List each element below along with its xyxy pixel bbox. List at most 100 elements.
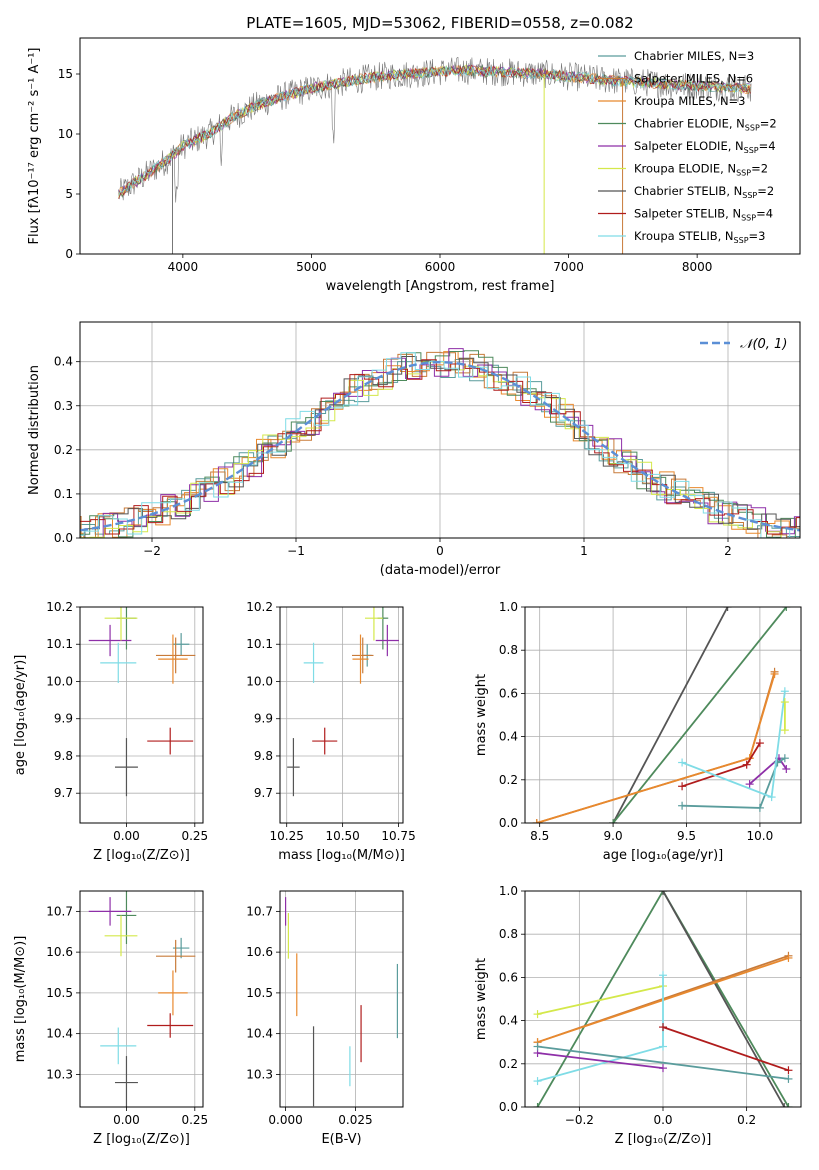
legend-entry-label: 𝒩(0, 1) xyxy=(740,337,787,352)
y-tick-label: 0.0 xyxy=(499,1100,518,1114)
mass-weight-series-line xyxy=(536,891,790,1107)
y-tick-label: 9.9 xyxy=(254,712,273,726)
x-tick-label: 10.0 xyxy=(747,829,774,843)
x-tick-label: −2 xyxy=(143,544,161,558)
y-tick-label: 10.0 xyxy=(46,674,73,688)
residual-histogram-line xyxy=(80,359,800,535)
legend-nssp: =6 xyxy=(736,72,753,86)
x-tick-label: 0.0 xyxy=(653,1113,672,1127)
x-tick-label: 0.000 xyxy=(268,1113,302,1127)
x-tick-label: 1 xyxy=(580,544,588,558)
y-axis-label: Normed distribution xyxy=(27,365,42,495)
age-vs-metallicity-panel: 0.00 0.25 9.7 9.8 9.9 10.0 10.1 10.2 Z [log₁₀(Z/… xyxy=(13,600,208,863)
x-tick-label: 10.25 xyxy=(270,829,304,843)
residual-histogram-line xyxy=(80,356,800,538)
y-tick-label: 5 xyxy=(65,187,73,201)
y-tick-label: 9.8 xyxy=(254,749,273,763)
y-tick-label: 10.2 xyxy=(246,600,273,614)
mass-weight-series-line xyxy=(537,1052,664,1069)
axes-frame xyxy=(79,606,204,824)
axes-frame xyxy=(524,890,802,1108)
y-tick-label: 10 xyxy=(58,127,73,141)
x-tick-label: 0.025 xyxy=(338,1113,372,1127)
y-tick-label: 10.7 xyxy=(246,904,273,918)
gaussian-reference-curve xyxy=(80,360,800,532)
legend-entry-label: Salpeter ELODIE, NSSP=4 xyxy=(634,139,776,155)
legend-entry-label: Chabrier ELODIE, NSSP=2 xyxy=(634,117,777,133)
x-axis-label: wavelength [Angstrom, rest frame] xyxy=(326,279,555,294)
legend-nssp: =3 xyxy=(749,229,766,243)
y-tick-label: 0.0 xyxy=(499,816,518,830)
y-tick-label: 9.7 xyxy=(254,786,273,800)
x-tick-label: 2 xyxy=(724,544,732,558)
x-axis-label: age [log₁₀(age/yr)] xyxy=(603,848,724,863)
mass-weight-vs-metallicity-panel: −0.2 0.0 0.2 0.0 0.2 0.4 0.6 0.8 1.0 Z [log₁₀(Z/Z… xyxy=(474,884,802,1147)
residuals-panel: −2 −1 0 1 2 0.0 0.1 0.2 0.3 0.4 (data-model)/error… xyxy=(27,321,801,578)
legend-entry-label: Chabrier MILES, N=3 xyxy=(634,49,754,63)
legend-subscript: SSP xyxy=(745,124,760,133)
x-tick-label: 4000 xyxy=(168,260,199,274)
y-tick-label: 10.5 xyxy=(246,986,273,1000)
legend-nssp: =3 xyxy=(729,94,746,108)
legend-nssp: =2 xyxy=(757,184,774,198)
y-tick-label: 0.6 xyxy=(499,686,518,700)
y-tick-label: 10.2 xyxy=(46,600,73,614)
axes-frame xyxy=(79,890,204,1108)
x-axis-label: Z [log₁₀(Z/Z⊙)] xyxy=(615,1132,712,1147)
y-tick-label: 1.0 xyxy=(499,884,518,898)
mass-weight-vs-age-panel: 8.5 9.0 9.5 10.0 0.0 0.2 0.4 0.6 0.8 1.0 age [log₁… xyxy=(474,600,802,863)
x-tick-label: 9.0 xyxy=(604,829,623,843)
y-tick-label: 10.1 xyxy=(46,637,73,651)
legend-subscript: SSP xyxy=(744,146,759,155)
y-axis-label: Flux [fλ10⁻¹⁷ erg cm⁻² s⁻¹ A⁻¹] xyxy=(27,48,42,245)
residual-histogram-line xyxy=(80,352,800,538)
legend-entry-label: Kroupa MILES, N=3 xyxy=(634,94,746,108)
mass-weight-series-line xyxy=(612,607,729,823)
y-tick-label: 10.0 xyxy=(246,674,273,688)
y-tick-label: 10.5 xyxy=(46,986,73,1000)
x-tick-label: 7000 xyxy=(553,260,584,274)
legend-entry-label: Kroupa STELIB, NSSP=3 xyxy=(634,229,765,245)
y-axis-label: mass [log₁₀(M/M⊙)] xyxy=(13,936,28,1063)
legend-subscript: SSP xyxy=(742,191,757,200)
legend-nssp: =3 xyxy=(737,49,754,63)
y-tick-label: 0.0 xyxy=(54,531,73,545)
mass-weight-series-line xyxy=(662,891,786,1107)
plot-area xyxy=(287,607,399,797)
y-tick-label: 15 xyxy=(58,67,73,81)
y-tick-label: 0.8 xyxy=(499,927,518,941)
x-tick-label: 8000 xyxy=(682,260,713,274)
y-tick-label: 0.1 xyxy=(54,487,73,501)
x-tick-label: 0.2 xyxy=(737,1113,756,1127)
y-tick-label: 10.6 xyxy=(246,945,273,959)
legend-nssp: =2 xyxy=(760,117,777,131)
plot-area xyxy=(80,348,800,538)
x-axis-label: E(B-V) xyxy=(321,1132,361,1147)
y-tick-label: 10.1 xyxy=(246,637,273,651)
x-tick-label: 0.25 xyxy=(181,829,208,843)
residual-histogram-line xyxy=(80,350,800,538)
x-tick-label: 0.00 xyxy=(113,829,140,843)
spectrum-panel: 4000 5000 6000 7000 8000 0 5 10 15 wavelength [An… xyxy=(27,37,801,294)
x-tick-label: 0 xyxy=(436,544,444,558)
mass-vs-ebv-panel: 0.000 0.025 10.3 10.4 10.5 10.6 10.7 E(B-V) xyxy=(246,890,404,1147)
residual-histogram-line xyxy=(80,351,800,538)
y-tick-label: 0.4 xyxy=(499,1014,518,1028)
x-tick-label: 6000 xyxy=(425,260,456,274)
plot-area xyxy=(118,57,752,254)
mass-vs-metallicity-panel: 0.00 0.25 10.3 10.4 10.5 10.6 10.7 Z [log₁₀(Z/Z… xyxy=(13,890,208,1147)
legend-nssp: =4 xyxy=(759,139,776,153)
y-tick-label: 0.3 xyxy=(54,399,73,413)
mass-weight-series-line xyxy=(682,757,786,809)
y-tick-label: 10.3 xyxy=(46,1067,73,1081)
axes-frame xyxy=(79,321,801,539)
y-tick-label: 9.8 xyxy=(54,749,73,763)
x-axis-label: (data-model)/error xyxy=(380,563,501,578)
plot-area xyxy=(88,607,196,797)
x-tick-label: −0.2 xyxy=(565,1113,594,1127)
legend-entry-label: Salpeter MILES, N=6 xyxy=(634,72,753,86)
model-spectrum-line xyxy=(118,65,751,197)
plot-area xyxy=(88,891,196,1107)
mass-weight-series-line xyxy=(536,673,776,823)
y-tick-label: 0 xyxy=(65,247,73,261)
